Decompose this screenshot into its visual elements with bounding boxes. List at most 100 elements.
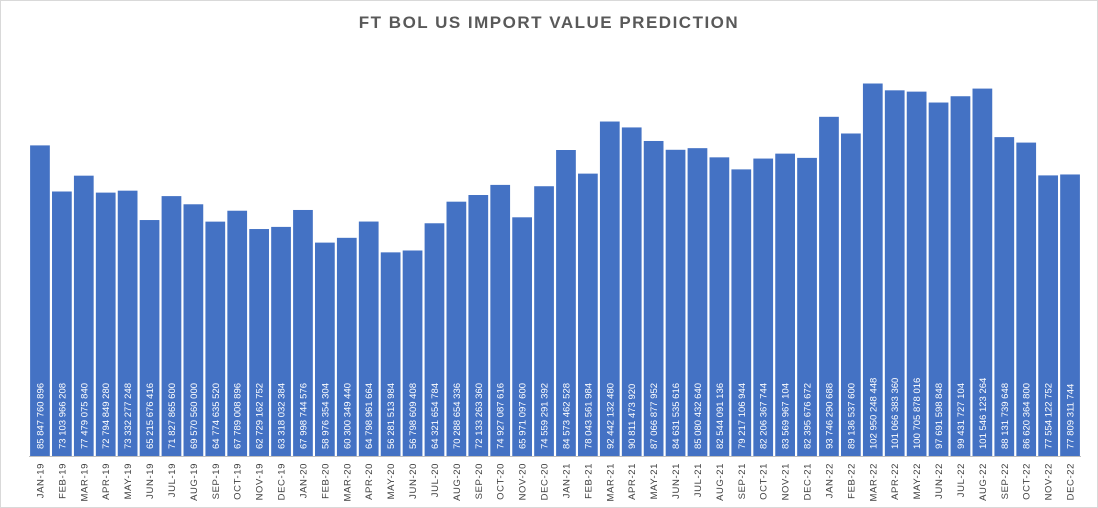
x-tick-dec-22: DEC-22 bbox=[1066, 463, 1077, 500]
x-tick-aug-19: AUG-19 bbox=[189, 463, 200, 501]
x-tick-oct-19: OCT-19 bbox=[233, 463, 244, 500]
bar-may-19 bbox=[117, 190, 138, 457]
x-tick-sep-22: SEP-22 bbox=[1000, 463, 1011, 499]
x-tick-nov-21: NOV-21 bbox=[781, 463, 792, 500]
x-tick-aug-22: AUG-22 bbox=[978, 463, 989, 501]
data-label-apr-22: 101 066 383 360 bbox=[890, 378, 901, 449]
x-tick-sep-21: SEP-21 bbox=[737, 463, 748, 499]
bar-feb-20 bbox=[315, 242, 335, 456]
x-tick-oct-20: OCT-20 bbox=[496, 463, 507, 500]
x-tick-feb-20: FEB-20 bbox=[320, 463, 331, 499]
data-label-jan-19: 85 847 760 896 bbox=[35, 383, 46, 449]
x-tick-dec-19: DEC-19 bbox=[277, 463, 288, 500]
data-label-sep-21: 79 217 106 944 bbox=[737, 383, 748, 449]
bar-aug-22 bbox=[972, 88, 993, 456]
data-label-jan-20: 67 998 744 576 bbox=[298, 383, 309, 449]
x-tick-feb-22: FEB-22 bbox=[846, 463, 857, 499]
bar-feb-19 bbox=[52, 191, 72, 456]
data-label-jul-19: 71 827 865 600 bbox=[167, 383, 178, 449]
data-label-sep-22: 88 131 739 648 bbox=[1000, 383, 1011, 449]
data-label-mar-22: 102 950 248 448 bbox=[868, 378, 879, 449]
data-label-oct-20: 74 927 087 616 bbox=[496, 383, 507, 449]
x-tick-may-20: MAY-20 bbox=[386, 463, 397, 499]
x-tick-mar-21: MAR-21 bbox=[605, 463, 616, 501]
bar-apr-22 bbox=[884, 90, 905, 456]
x-tick-apr-20: APR-20 bbox=[364, 463, 375, 500]
bars-layer bbox=[30, 83, 1080, 457]
data-label-jun-20: 56 798 609 408 bbox=[408, 383, 419, 449]
data-label-may-20: 56 281 513 984 bbox=[386, 383, 397, 449]
bar-feb-21 bbox=[578, 173, 598, 456]
data-label-aug-20: 70 288 654 336 bbox=[452, 383, 463, 449]
bar-sep-20 bbox=[468, 195, 489, 456]
data-label-apr-19: 72 794 849 280 bbox=[101, 383, 112, 449]
data-label-jan-21: 84 573 462 528 bbox=[561, 383, 572, 449]
bar-mar-21 bbox=[599, 121, 620, 456]
x-tick-jan-22: JAN-22 bbox=[824, 463, 835, 498]
data-label-dec-21: 82 395 676 672 bbox=[803, 383, 814, 449]
x-tick-mar-19: MAR-19 bbox=[79, 463, 90, 501]
bar-jan-20 bbox=[293, 209, 313, 456]
data-label-feb-20: 58 976 354 304 bbox=[320, 383, 331, 449]
x-tick-jul-19: JUL-19 bbox=[167, 463, 178, 497]
x-tick-apr-19: APR-19 bbox=[101, 463, 112, 500]
bar-nov-21 bbox=[775, 153, 795, 456]
data-label-nov-21: 83 569 967 104 bbox=[781, 383, 792, 449]
bar-jun-22 bbox=[928, 102, 949, 456]
bar-aug-21 bbox=[709, 157, 730, 456]
bar-nov-19 bbox=[249, 229, 269, 456]
bar-may-22 bbox=[906, 91, 927, 456]
x-tick-may-22: MAY-22 bbox=[912, 463, 923, 499]
bar-jun-19 bbox=[139, 220, 160, 456]
bar-mar-20 bbox=[336, 237, 357, 456]
bar-aug-19 bbox=[183, 204, 204, 456]
x-tick-jul-22: JUL-22 bbox=[956, 463, 967, 497]
data-label-jul-21: 85 080 432 640 bbox=[693, 383, 704, 449]
data-label-dec-19: 63 318 032 384 bbox=[277, 383, 288, 449]
bar-dec-21 bbox=[797, 157, 817, 456]
x-tick-oct-22: OCT-22 bbox=[1022, 463, 1033, 500]
data-label-feb-21: 78 043 561 984 bbox=[583, 383, 594, 449]
data-label-oct-21: 82 206 367 744 bbox=[759, 383, 770, 449]
bar-dec-20 bbox=[534, 186, 554, 457]
bar-feb-22 bbox=[841, 133, 861, 457]
data-label-dec-22: 77 809 311 744 bbox=[1066, 384, 1077, 449]
data-labels-layer: 85 847 760 896 73 103 966 208 77 479 075 8… bbox=[35, 378, 1076, 449]
x-tick-jun-21: JUN-21 bbox=[671, 463, 682, 499]
bar-nov-22 bbox=[1038, 175, 1058, 456]
x-tick-feb-19: FEB-19 bbox=[57, 463, 68, 499]
bar-jul-20 bbox=[424, 223, 445, 456]
bar-may-21 bbox=[643, 140, 664, 457]
data-label-aug-19: 69 570 560 000 bbox=[189, 383, 200, 449]
data-label-apr-21: 90 811 473 920 bbox=[627, 384, 638, 449]
data-label-nov-22: 77 554 122 752 bbox=[1044, 383, 1055, 449]
bar-oct-21 bbox=[753, 158, 774, 456]
data-label-may-21: 87 066 877 952 bbox=[649, 383, 660, 449]
data-label-jul-20: 64 321 654 784 bbox=[430, 383, 441, 449]
bar-jul-22 bbox=[950, 96, 971, 457]
x-tick-may-21: MAY-21 bbox=[649, 463, 660, 499]
x-tick-mar-22: MAR-22 bbox=[868, 463, 879, 501]
data-label-dec-20: 74 559 291 392 bbox=[540, 383, 551, 449]
x-tick-apr-21: APR-21 bbox=[627, 463, 638, 500]
bar-jun-21 bbox=[665, 149, 686, 457]
x-tick-labels-layer: JAN-19 FEB-19 MAR-19 APR-19 MAY-19 JUN-19 JUL-… bbox=[35, 463, 1076, 501]
data-label-mar-19: 77 479 075 840 bbox=[79, 383, 90, 449]
bar-sep-22 bbox=[994, 137, 1015, 456]
x-tick-aug-20: AUG-20 bbox=[452, 463, 463, 501]
bar-apr-21 bbox=[621, 127, 642, 457]
x-tick-dec-20: DEC-20 bbox=[540, 463, 551, 500]
bar-jan-21 bbox=[556, 150, 576, 456]
bar-nov-20 bbox=[512, 217, 532, 456]
data-label-jun-21: 84 631 535 616 bbox=[671, 383, 682, 449]
bar-oct-20 bbox=[490, 184, 511, 456]
x-tick-jan-19: JAN-19 bbox=[35, 463, 46, 498]
data-label-mar-21: 92 442 132 480 bbox=[605, 383, 616, 449]
data-label-jan-22: 93 746 290 688 bbox=[824, 383, 835, 449]
data-label-jul-22: 99 431 727 104 bbox=[956, 383, 967, 449]
x-tick-sep-19: SEP-19 bbox=[211, 463, 222, 499]
x-tick-mar-20: MAR-20 bbox=[342, 463, 353, 501]
x-tick-jul-21: JUL-21 bbox=[693, 463, 704, 497]
